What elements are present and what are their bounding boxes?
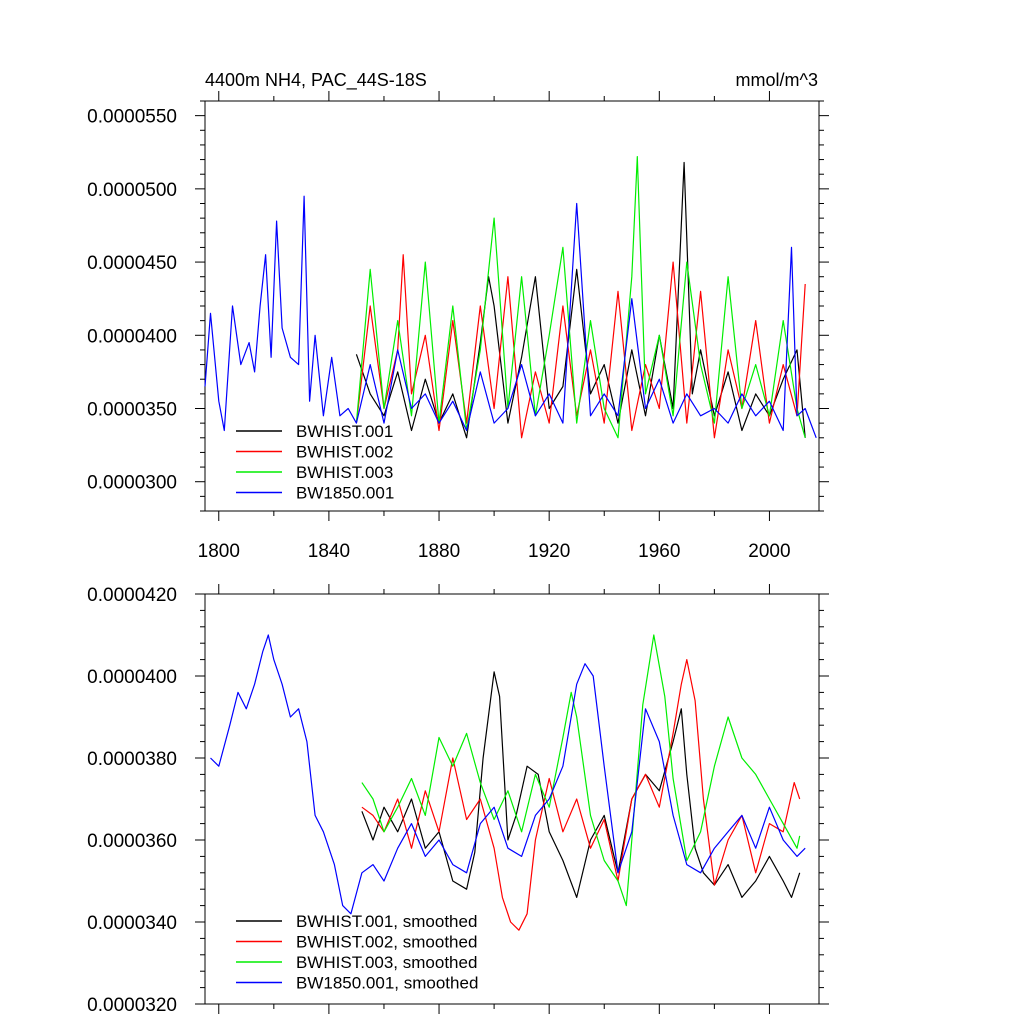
- series-line: [361, 671, 801, 899]
- units-label: mmol/m^3: [736, 70, 818, 90]
- y-tick-label: 0.0000360: [87, 831, 177, 852]
- top-ticks: [195, 91, 829, 521]
- series-line: [355, 156, 806, 439]
- legend-label: BWHIST.003, smoothed: [296, 953, 477, 972]
- y-tick-label: 0.0000340: [87, 913, 177, 934]
- x-tick-label: 1920: [528, 541, 570, 562]
- y-tick-label: 0.0000400: [87, 326, 177, 347]
- x-tick-label: 1960: [638, 541, 680, 562]
- y-tick-label: 0.0000400: [87, 667, 177, 688]
- legend-label: BWHIST.002: [296, 443, 393, 462]
- y-tick-label: 0.0000500: [87, 180, 177, 201]
- series-line: [361, 658, 801, 931]
- x-tick-label: 1800: [198, 541, 240, 562]
- legend-label: BWHIST.003: [296, 463, 393, 482]
- series-line: [210, 634, 806, 915]
- bottom-plot-frame: [204, 593, 820, 1005]
- top-x-tick-labels: 1800 1840 1880 1920 1960 2000: [198, 541, 791, 562]
- y-tick-label: 0.0000300: [87, 473, 177, 494]
- bottom-ticks: [195, 584, 829, 1014]
- series-line: [361, 634, 801, 907]
- top-series: [204, 156, 817, 439]
- legend-label: BW1850.001: [296, 484, 394, 503]
- y-tick-label: 0.0000450: [87, 253, 177, 274]
- chart-title: 4400m NH4, PAC_44S-18S: [205, 70, 427, 91]
- legend-label: BWHIST.001: [296, 422, 393, 441]
- legend-label: BWHIST.001, smoothed: [296, 912, 477, 931]
- y-tick-label: 0.0000380: [87, 749, 177, 770]
- bottom-panel: 0.0000320 0.0000340 0.0000360 0.0000380 0.00…: [87, 584, 829, 1016]
- y-tick-label: 0.0000320: [87, 995, 177, 1016]
- y-tick-label: 0.0000550: [87, 107, 177, 128]
- legend-label: BWHIST.002, smoothed: [296, 933, 477, 952]
- bottom-legend: BWHIST.001, smoothed BWHIST.002, smoothed…: [236, 912, 478, 993]
- bottom-series: [210, 634, 806, 931]
- x-tick-label: 1880: [418, 541, 460, 562]
- series-line: [204, 195, 817, 439]
- top-panel: 4400m NH4, PAC_44S-18S mmol/m^3 0.000030…: [87, 70, 829, 562]
- y-tick-label: 0.0000420: [87, 585, 177, 606]
- legend-label: BW1850.001, smoothed: [296, 974, 478, 993]
- top-y-tick-labels: 0.0000300 0.0000350 0.0000400 0.0000450 0.00…: [87, 107, 177, 494]
- bottom-y-tick-labels: 0.0000320 0.0000340 0.0000360 0.0000380 0.00…: [87, 585, 177, 1016]
- x-tick-label: 1840: [308, 541, 350, 562]
- x-tick-label: 2000: [748, 541, 790, 562]
- y-tick-label: 0.0000350: [87, 400, 177, 421]
